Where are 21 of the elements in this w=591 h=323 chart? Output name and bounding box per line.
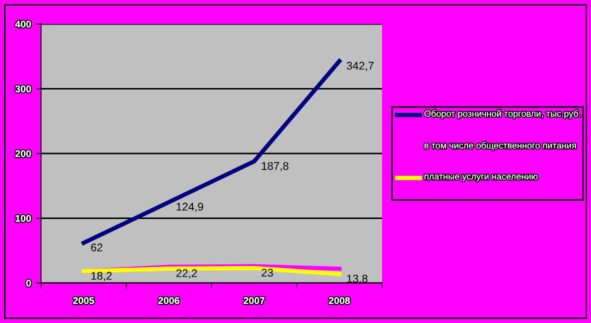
y-tick-label: 400 <box>15 20 31 28</box>
data-label: 62 <box>91 244 102 252</box>
x-tick-label: 2007 <box>244 297 265 304</box>
legend-label: платные услуги населению <box>424 174 538 182</box>
x-tick-label: 2006 <box>158 297 180 304</box>
data-label: 124,9 <box>176 202 204 212</box>
y-tick-label: 100 <box>16 214 31 222</box>
x-tick-label: 2005 <box>73 297 94 304</box>
y-tick-label: 0 <box>26 280 31 287</box>
y-tick-label: 300 <box>15 85 31 92</box>
x-tick-label: 2008 <box>328 297 350 304</box>
line-series <box>82 59 342 245</box>
y-tick-label: 200 <box>15 150 31 158</box>
data-label: 22,2 <box>176 269 197 278</box>
text: в том числе общественного питания <box>424 142 576 150</box>
data-label: 18,2 <box>91 272 112 282</box>
data-label: 13,8 <box>347 274 368 284</box>
data-label: 23 <box>262 268 273 277</box>
data-label: 342,7 <box>346 62 374 71</box>
data-label: 187,8 <box>262 162 288 172</box>
legend-label: Оборот розничной торговли, тыс.руб. <box>424 110 580 119</box>
